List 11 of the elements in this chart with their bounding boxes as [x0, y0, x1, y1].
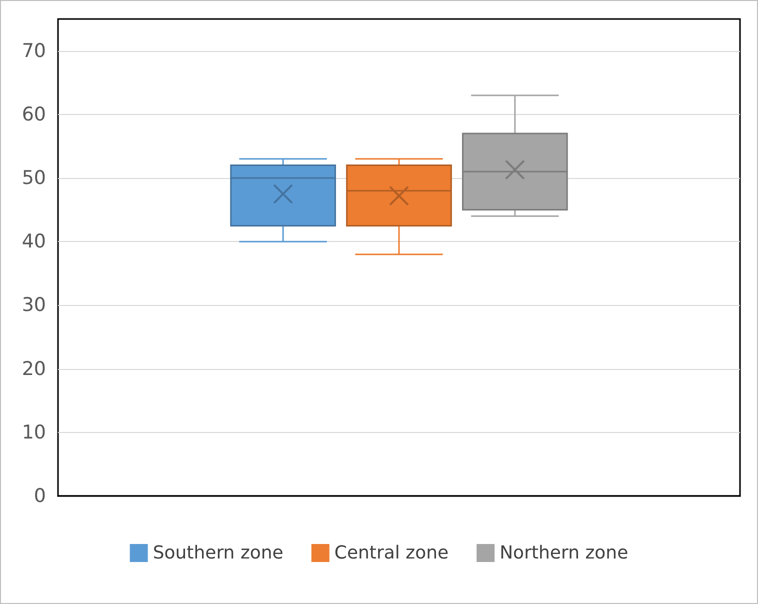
y-tick-label: 0: [34, 485, 46, 507]
legend-label: Northern zone: [500, 542, 628, 564]
legend-label: Central zone: [334, 542, 449, 564]
y-tick-label: 30: [22, 294, 46, 316]
y-tick-label: 50: [22, 167, 46, 189]
y-tick-label: 40: [22, 230, 46, 253]
y-tick-label: 20: [22, 358, 46, 380]
y-tick-label: 10: [22, 421, 46, 444]
y-tick-label: 70: [22, 40, 46, 62]
legend-label: Southern zone: [152, 542, 284, 564]
y-tick-label: 60: [22, 103, 46, 126]
